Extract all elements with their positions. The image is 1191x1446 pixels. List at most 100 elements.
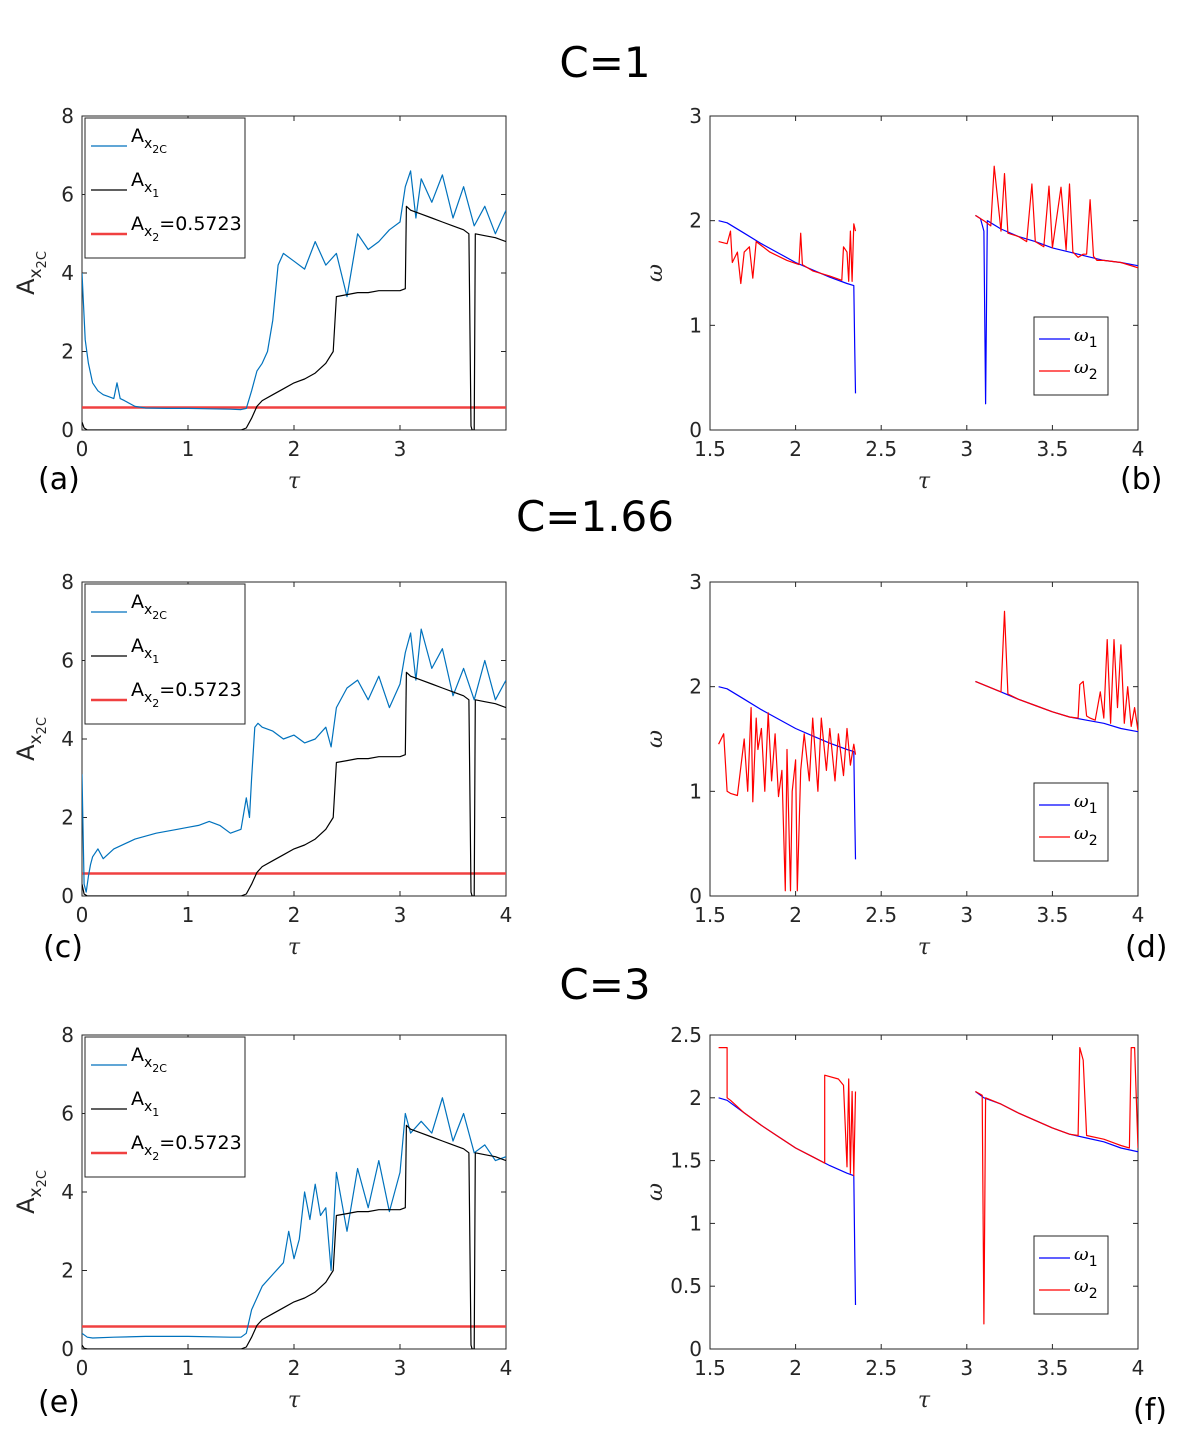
chart-c: 0 1 2 3 4 0 2 4 6 8 τ Ax2C Ax2C Ax1 Ax2=0.5723 bbox=[12, 570, 512, 960]
x-tick-label: 3 bbox=[960, 437, 973, 461]
legend-label: Ax2=0.5723 bbox=[131, 213, 242, 244]
row-title-c3: C=3 bbox=[559, 960, 651, 1009]
x-axis-label: τ bbox=[288, 935, 301, 960]
x-tick-label: 3 bbox=[960, 903, 973, 927]
panel-label-b: (b) bbox=[1120, 462, 1163, 497]
legend-label: Ax1 bbox=[131, 1088, 159, 1119]
y-tick-label: 1 bbox=[689, 779, 702, 803]
x-tick-label: 4 bbox=[500, 903, 513, 927]
series-line bbox=[82, 1124, 506, 1349]
y-tick-label: 0 bbox=[689, 1337, 702, 1361]
chart-a: 0 1 2 3 0 2 4 6 8 τ Ax2C Ax2C Ax1 Ax2=0.5723 bbox=[12, 104, 507, 494]
x-tick-label: 3 bbox=[394, 903, 407, 927]
x-tick-label: 4 bbox=[1132, 1356, 1145, 1380]
x-tick-label: 1.5 bbox=[694, 903, 726, 927]
series-line bbox=[82, 671, 506, 896]
x-tick-label: 4 bbox=[1132, 437, 1145, 461]
legend-label: Ax2=0.5723 bbox=[131, 679, 242, 710]
series-line bbox=[975, 1046, 1138, 1325]
y-tick-label: 6 bbox=[61, 1102, 74, 1126]
y-axis-label: Ax2C bbox=[12, 1170, 50, 1214]
data-area-a bbox=[82, 170, 506, 430]
y-axis-label: ω bbox=[643, 730, 668, 748]
x-tick-label: 3.5 bbox=[1036, 903, 1068, 927]
chart-f: 1.5 2 2.5 3 3.5 4 0 0.5 1 1.5 2 2.5 τ ω ω1 ω2 bbox=[643, 1023, 1144, 1413]
y-tick-label: 2.5 bbox=[670, 1023, 702, 1047]
x-axis-label: τ bbox=[918, 1388, 931, 1413]
x-axis-label: τ bbox=[288, 469, 301, 494]
chart-e: 0 1 2 3 4 0 2 4 6 8 τ Ax2C Ax2C Ax1 Ax2=0.5723 bbox=[12, 1023, 512, 1413]
x-tick-label: 3 bbox=[960, 1356, 973, 1380]
y-tick-label: 3 bbox=[689, 104, 702, 128]
legend-label: ω1 bbox=[1074, 791, 1098, 817]
chart-b: 1.5 2 2.5 3 3.5 4 0 1 2 3 τ ω ω1 ω2 bbox=[643, 104, 1144, 494]
y-tick-label: 1 bbox=[689, 313, 702, 337]
series-line bbox=[975, 165, 1138, 269]
y-tick-label: 0 bbox=[689, 418, 702, 442]
data-area-c bbox=[82, 628, 506, 896]
series-line bbox=[718, 223, 857, 285]
x-tick-label: 3.5 bbox=[1036, 1356, 1068, 1380]
data-area-e bbox=[82, 1097, 506, 1349]
legend-label: Ax2=0.5723 bbox=[131, 1132, 242, 1163]
y-axis-label: ω bbox=[643, 264, 668, 282]
x-tick-label: 1 bbox=[182, 903, 195, 927]
y-tick-label: 6 bbox=[61, 183, 74, 207]
data-area-f bbox=[718, 1046, 1138, 1325]
legend-box bbox=[84, 583, 246, 725]
y-axis-label: Ax2C bbox=[12, 251, 50, 295]
y-tick-label: 2 bbox=[61, 340, 74, 364]
y-tick-label: 4 bbox=[61, 1180, 74, 1204]
x-tick-label: 3 bbox=[394, 437, 407, 461]
y-axis-label: ω bbox=[643, 1183, 668, 1201]
x-tick-label: 2 bbox=[288, 1356, 301, 1380]
legend-box bbox=[84, 117, 246, 259]
y-tick-label: 0 bbox=[61, 1337, 74, 1361]
x-tick-label: 3.5 bbox=[1036, 437, 1068, 461]
y-tick-label: 8 bbox=[61, 570, 74, 594]
legend-label: ω2 bbox=[1074, 1276, 1098, 1302]
y-axis-label: Ax2C bbox=[12, 717, 50, 761]
row-title-c1: C=1 bbox=[559, 38, 651, 87]
panel-label-d: (d) bbox=[1125, 930, 1168, 965]
panel-label-c: (c) bbox=[43, 930, 83, 965]
x-tick-label: 2 bbox=[789, 437, 802, 461]
panel-label-f: (f) bbox=[1133, 1393, 1167, 1428]
y-tick-label: 2 bbox=[61, 806, 74, 830]
x-tick-label: 1 bbox=[182, 1356, 195, 1380]
x-tick-label: 2.5 bbox=[865, 903, 897, 927]
series-line bbox=[718, 686, 857, 860]
x-axis-label: τ bbox=[288, 1388, 301, 1413]
x-tick-label: 1 bbox=[182, 437, 195, 461]
y-tick-label: 0 bbox=[61, 884, 74, 908]
x-tick-label: 2 bbox=[789, 903, 802, 927]
series-line bbox=[718, 706, 857, 892]
y-tick-label: 6 bbox=[61, 649, 74, 673]
panel-label-e: (e) bbox=[38, 1385, 80, 1420]
legend-box bbox=[1033, 782, 1109, 862]
series-line bbox=[82, 170, 506, 411]
data-area-d bbox=[718, 610, 1138, 892]
legend-box bbox=[1033, 316, 1109, 396]
y-tick-label: 1.5 bbox=[670, 1149, 702, 1173]
legend-label: Ax1 bbox=[131, 169, 159, 200]
x-axis-label: τ bbox=[918, 469, 931, 494]
data-area-b bbox=[718, 165, 1138, 405]
x-axis-label: τ bbox=[918, 935, 931, 960]
x-tick-label: 2 bbox=[288, 437, 301, 461]
series-line bbox=[82, 1097, 506, 1339]
series-line bbox=[975, 610, 1138, 731]
chart-d: 1.5 2 2.5 3 3.5 4 0 1 2 3 τ ω ω1 ω2 bbox=[643, 570, 1144, 960]
x-tick-label: 1.5 bbox=[694, 1356, 726, 1380]
y-tick-label: 2 bbox=[689, 675, 702, 699]
x-tick-label: 4 bbox=[500, 1356, 513, 1380]
y-tick-label: 2 bbox=[689, 1086, 702, 1110]
x-tick-label: 2.5 bbox=[865, 437, 897, 461]
y-tick-label: 8 bbox=[61, 104, 74, 128]
y-tick-label: 1 bbox=[689, 1211, 702, 1235]
y-tick-label: 4 bbox=[61, 727, 74, 751]
series-line bbox=[82, 205, 506, 430]
series-line bbox=[82, 628, 506, 893]
x-tick-label: 0 bbox=[76, 1356, 89, 1380]
